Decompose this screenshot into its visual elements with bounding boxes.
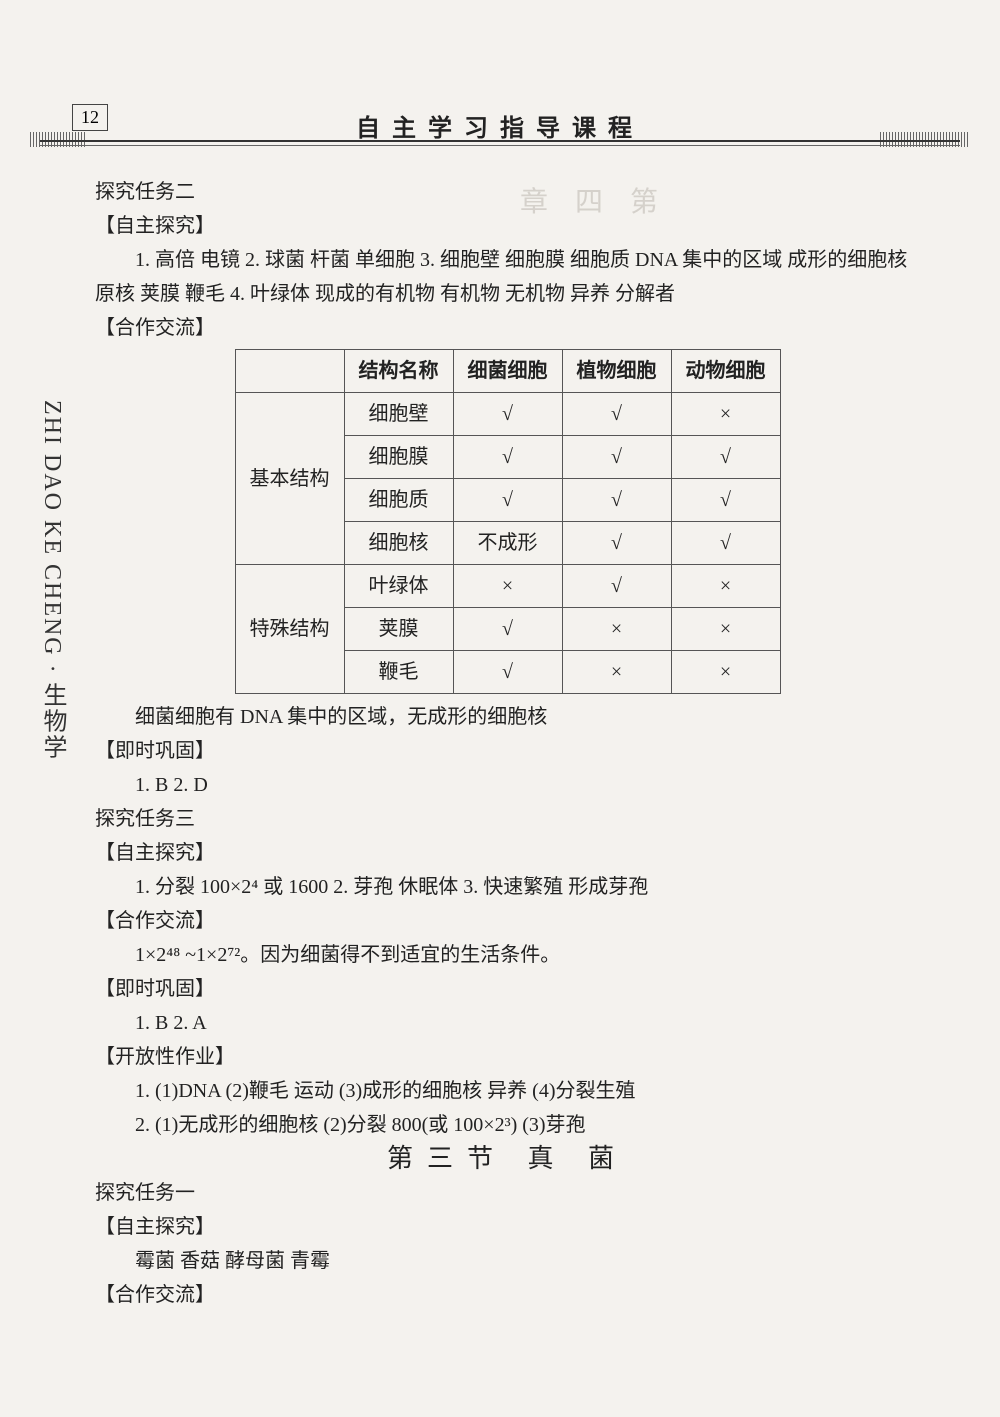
page-title: 自主学习指导课程: [0, 108, 1000, 143]
table-cell: √: [562, 565, 671, 608]
task3-title: 探究任务三: [95, 802, 920, 836]
section3-collab-label: 【合作交流】: [95, 1278, 920, 1312]
table-cell: √: [562, 479, 671, 522]
table-cell: √: [671, 522, 780, 565]
table-row: 特殊结构 叶绿体 × √ ×: [235, 565, 780, 608]
task2-quiz-label: 【即时巩固】: [95, 734, 920, 768]
table-group-basic: 基本结构: [235, 393, 344, 565]
task3-open-hw-1: 1. (1)DNA (2)鞭毛 运动 (3)成形的细胞核 异养 (4)分裂生殖: [95, 1074, 920, 1108]
table-cell: 鞭毛: [344, 651, 453, 694]
table-cell: 细胞壁: [344, 393, 453, 436]
table-cell: √: [453, 651, 562, 694]
table-cell: 细胞核: [344, 522, 453, 565]
task2-quiz-answers: 1. B 2. D: [95, 768, 920, 802]
table-header-row: 结构名称 细菌细胞 植物细胞 动物细胞: [235, 350, 780, 393]
task2-note: 细菌细胞有 DNA 集中的区域，无成形的细胞核: [95, 700, 920, 734]
task3-open-hw-2: 2. (1)无成形的细胞核 (2)分裂 800(或 100×2³) (3)芽孢: [95, 1108, 920, 1142]
task3-quiz-answers: 1. B 2. A: [95, 1006, 920, 1040]
task3-open-hw-label: 【开放性作业】: [95, 1040, 920, 1074]
content-body: 探究任务二 【自主探究】 1. 高倍 电镜 2. 球菌 杆菌 单细胞 3. 细胞…: [95, 175, 920, 1312]
table-cell: √: [453, 608, 562, 651]
structure-table: 结构名称 细菌细胞 植物细胞 动物细胞 基本结构 细胞壁 √ √ × 细胞膜 √…: [235, 349, 781, 694]
section3-title: 第三节 真 菌: [95, 1142, 920, 1176]
table-col-animal: 动物细胞: [671, 350, 780, 393]
structure-table-wrap: 结构名称 细菌细胞 植物细胞 动物细胞 基本结构 细胞壁 √ √ × 细胞膜 √…: [95, 349, 920, 694]
task2-collab-label: 【合作交流】: [95, 311, 920, 345]
table-cell: √: [671, 436, 780, 479]
table-group-special: 特殊结构: [235, 565, 344, 694]
table-cell: ×: [453, 565, 562, 608]
table-cell: 不成形: [453, 522, 562, 565]
table-col-group: [235, 350, 344, 393]
task3-collab-label: 【合作交流】: [95, 904, 920, 938]
task3-collab-text: 1×2⁴⁸ ~1×2⁷²。因为细菌得不到适宜的生活条件。: [95, 938, 920, 972]
page-root: { "page_number": "12", "header_title": "…: [0, 0, 1000, 1417]
table-cell: ×: [562, 608, 671, 651]
table-cell: √: [671, 479, 780, 522]
section3-task1-title: 探究任务一: [95, 1176, 920, 1210]
table-cell: √: [453, 479, 562, 522]
task2-self-explore-label: 【自主探究】: [95, 209, 920, 243]
table-col-plant: 植物细胞: [562, 350, 671, 393]
table-cell: ×: [671, 608, 780, 651]
header-rule: [40, 140, 960, 146]
table-cell: √: [562, 393, 671, 436]
table-cell: √: [453, 393, 562, 436]
table-cell: 细胞膜: [344, 436, 453, 479]
table-cell: √: [562, 522, 671, 565]
table-cell: ×: [562, 651, 671, 694]
table-cell: √: [453, 436, 562, 479]
table-cell: ×: [671, 393, 780, 436]
spine-text: ZHI DAO KE CHENG · 生物学: [40, 400, 70, 761]
task3-self-explore-text: 1. 分裂 100×2⁴ 或 1600 2. 芽孢 休眠体 3. 快速繁殖 形成…: [95, 870, 920, 904]
table-cell: 细胞质: [344, 479, 453, 522]
table-col-bacteria: 细菌细胞: [453, 350, 562, 393]
task3-self-explore-label: 【自主探究】: [95, 836, 920, 870]
table-cell: √: [562, 436, 671, 479]
task3-quiz-label: 【即时巩固】: [95, 972, 920, 1006]
task2-self-explore-text: 1. 高倍 电镜 2. 球菌 杆菌 单细胞 3. 细胞壁 细胞膜 细胞质 DNA…: [95, 243, 920, 311]
section3-self-explore-text: 霉菌 香菇 酵母菌 青霉: [95, 1244, 920, 1278]
task2-title: 探究任务二: [95, 175, 920, 209]
table-col-name: 结构名称: [344, 350, 453, 393]
table-cell: ×: [671, 651, 780, 694]
table-cell: ×: [671, 565, 780, 608]
table-cell: 叶绿体: [344, 565, 453, 608]
table-row: 基本结构 细胞壁 √ √ ×: [235, 393, 780, 436]
section3-self-explore-label: 【自主探究】: [95, 1210, 920, 1244]
table-cell: 荚膜: [344, 608, 453, 651]
